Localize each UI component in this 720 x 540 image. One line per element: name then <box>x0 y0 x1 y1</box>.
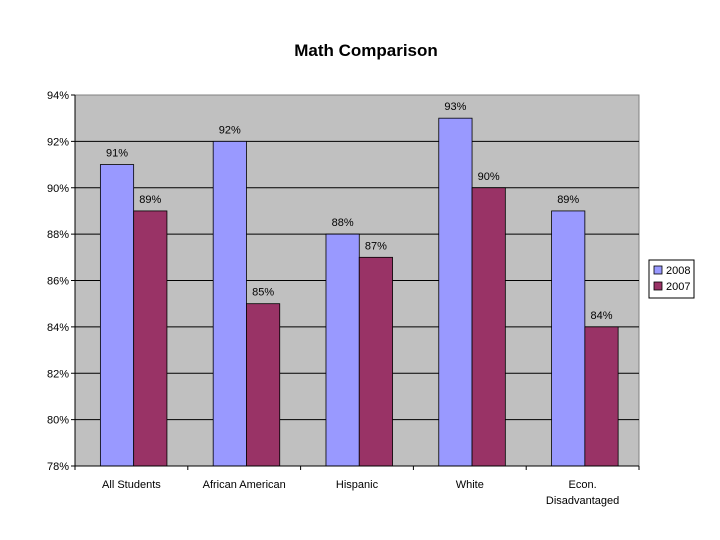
y-tick-label: 78% <box>47 461 69 473</box>
chart-title: Math Comparison <box>294 41 438 60</box>
data-label: 90% <box>478 171 500 183</box>
bar-2008-4 <box>551 210 586 467</box>
y-tick-label: 84% <box>47 322 69 334</box>
legend-label: 2007 <box>666 281 690 293</box>
category-label: White <box>456 479 484 491</box>
bar-2008-2 <box>325 233 360 467</box>
y-tick-label: 92% <box>47 136 69 148</box>
bar-2008-3 <box>438 117 473 467</box>
category-label: African American <box>203 479 286 491</box>
category-label: Hispanic <box>336 479 379 491</box>
legend-box <box>648 259 695 299</box>
bar-2007-2 <box>358 256 393 467</box>
bar-2007-1 <box>246 303 281 467</box>
bars: 91% 89% 92% 85% 88% 87% 93% 90% 89% 84% <box>99 101 619 467</box>
y-tick-label: 94% <box>47 90 69 102</box>
legend-swatch-2008 <box>653 265 663 275</box>
y-tick-label: 86% <box>47 276 69 288</box>
data-label: 91% <box>106 148 128 160</box>
y-tick-label: 88% <box>47 229 69 241</box>
legend-swatch-2007 <box>653 281 663 291</box>
legend: 2008 2007 <box>648 259 695 299</box>
category-label: All Students <box>102 479 161 491</box>
category-label: Disadvantaged <box>546 495 619 507</box>
x-axis: All Students African American Hispanic Whit… <box>74 465 640 507</box>
data-label: 93% <box>444 101 466 113</box>
data-label: 84% <box>590 310 612 322</box>
data-label: 87% <box>365 240 387 252</box>
legend-label: 2008 <box>666 265 690 277</box>
data-label: 89% <box>139 194 161 206</box>
bar-2007-0 <box>133 210 168 467</box>
category-label: Econ. <box>569 479 597 491</box>
data-label: 89% <box>557 194 579 206</box>
data-label: 92% <box>219 124 241 136</box>
y-tick-label: 82% <box>47 368 69 380</box>
data-label: 88% <box>332 217 354 229</box>
data-label: 85% <box>252 287 274 299</box>
bar-2007-3 <box>471 187 506 467</box>
y-tick-label: 90% <box>47 183 69 195</box>
bar-2007-4 <box>584 326 619 467</box>
y-axis: 78% 80% 82% 84% 86% 88% 90% 92% 94% <box>47 90 76 473</box>
bar-2008-0 <box>99 164 135 467</box>
bar-2008-1 <box>212 140 247 467</box>
y-tick-label: 80% <box>47 415 69 427</box>
